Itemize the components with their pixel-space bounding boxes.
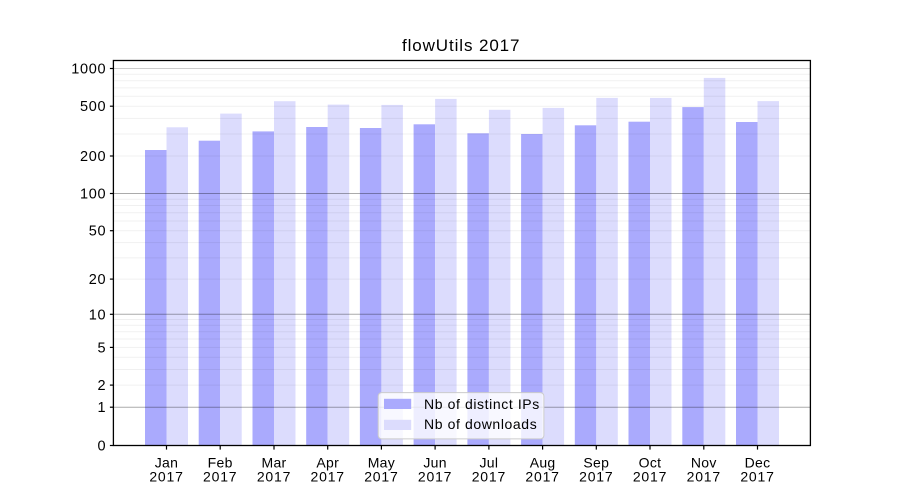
svg-text:1: 1 (98, 400, 107, 416)
svg-text:2017: 2017 (364, 468, 398, 484)
svg-text:Nb of downloads: Nb of downloads (424, 416, 537, 432)
svg-text:20: 20 (89, 272, 107, 288)
svg-text:5: 5 (98, 340, 107, 356)
svg-text:Jul: Jul (480, 455, 499, 471)
svg-text:May: May (368, 455, 395, 471)
svg-text:Jun: Jun (423, 455, 446, 471)
svg-text:2017: 2017 (633, 468, 667, 484)
svg-text:100: 100 (80, 187, 106, 203)
svg-text:50: 50 (89, 224, 107, 240)
svg-text:Nb of distinct IPs: Nb of distinct IPs (424, 396, 540, 412)
svg-text:2017: 2017 (687, 468, 721, 484)
svg-text:2017: 2017 (472, 468, 506, 484)
svg-text:Apr: Apr (316, 455, 339, 471)
svg-text:Nov: Nov (691, 455, 717, 471)
svg-text:Jan: Jan (155, 455, 178, 471)
svg-text:Feb: Feb (208, 455, 233, 471)
svg-text:10: 10 (89, 307, 107, 323)
svg-text:2017: 2017 (579, 468, 613, 484)
svg-text:2017: 2017 (525, 468, 559, 484)
svg-text:Aug: Aug (530, 455, 556, 471)
svg-text:2017: 2017 (418, 468, 452, 484)
svg-text:2017: 2017 (257, 468, 291, 484)
svg-text:Oct: Oct (639, 455, 662, 471)
svg-text:Dec: Dec (745, 455, 771, 471)
svg-text:500: 500 (80, 99, 106, 115)
svg-text:2017: 2017 (740, 468, 774, 484)
svg-text:2017: 2017 (149, 468, 183, 484)
svg-text:2: 2 (98, 378, 107, 394)
svg-text:2017: 2017 (311, 468, 345, 484)
svg-text:0: 0 (98, 439, 107, 455)
svg-text:1000: 1000 (71, 62, 106, 78)
svg-text:Sep: Sep (583, 455, 609, 471)
svg-text:Mar: Mar (261, 455, 286, 471)
svg-text:200: 200 (80, 149, 106, 165)
svg-text:2017: 2017 (203, 468, 237, 484)
svg-text:flowUtils 2017: flowUtils 2017 (402, 36, 520, 55)
